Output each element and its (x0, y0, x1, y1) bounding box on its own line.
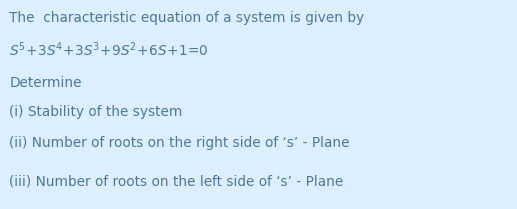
Text: The  characteristic equation of a system is given by: The characteristic equation of a system … (9, 11, 364, 25)
Text: (i) Stability of the system: (i) Stability of the system (9, 105, 183, 119)
Text: (ii) Number of roots on the right side of ‘s’ - Plane: (ii) Number of roots on the right side o… (9, 136, 350, 150)
Text: (iii) Number of roots on the left side of ‘s’ - Plane: (iii) Number of roots on the left side o… (9, 174, 344, 188)
Text: Determine: Determine (9, 76, 82, 90)
Text: $\mathit{S}^5\!+\!3\mathit{S}^4\!+\!3\mathit{S}^3\!+\!9\mathit{S}^2\!+\!6\mathit: $\mathit{S}^5\!+\!3\mathit{S}^4\!+\!3\ma… (9, 40, 209, 59)
